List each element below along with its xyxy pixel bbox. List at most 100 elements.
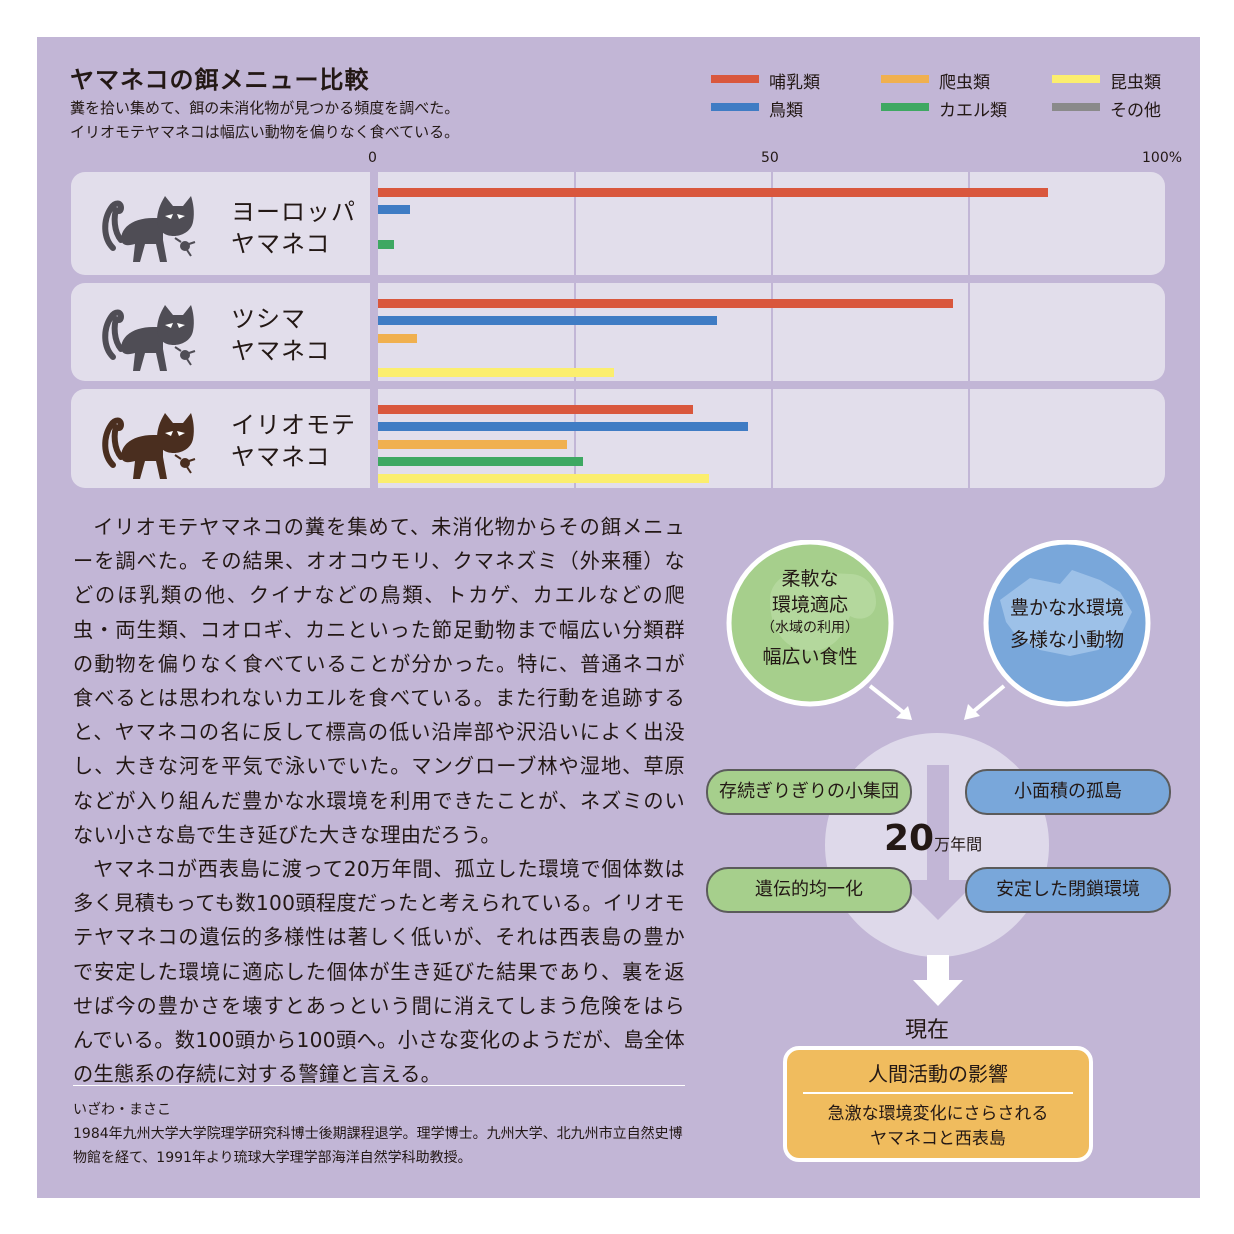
genetic-uniformity-pill: 遺伝的均一化 [706,867,912,913]
bar-哺乳類 [378,405,694,414]
chart-row-iriomote-cat: イリオモテ ヤマネコ [71,389,1165,488]
subtitle-line: イリオモテヤマネコは幅広い動物を偏りなく食べている。 [70,123,460,141]
row-separator [370,389,378,488]
legend-swatch [1052,75,1100,83]
bar-鳥類 [378,205,410,215]
gridline [968,389,970,488]
cat-watermark-icon [770,571,876,652]
present-label: 現在 [905,1018,950,1043]
row-label-line: ヤマネコ [231,230,331,258]
legend-swatch [711,103,759,111]
duration-label: 20万年間 [884,818,982,859]
x-tick-label: 0 [368,150,377,166]
legend-item: カエル類 [881,96,1021,121]
down-arrow [898,765,978,920]
row-label-line: ツシマ [231,305,306,333]
duration-unit: 万年間 [934,835,983,854]
down-arrow-white [913,955,963,1006]
gridline [574,283,576,381]
gridline [771,283,773,381]
bar-鳥類 [378,316,717,326]
bar-昆虫類 [378,368,615,378]
gridline [771,389,773,488]
small-population-pill: 存続ぎりぎりの小集団 [706,769,912,815]
row-separator [370,283,378,381]
circle-text-line: 幅広い食性 [762,646,858,668]
arrow-head [964,704,980,720]
arrow-line [868,684,910,718]
duration-number: 20 [884,818,935,859]
x-tick-label: 50 [761,150,779,166]
legend-label: 昆虫類 [1110,73,1161,93]
box-text-line: ヤマネコと西表島 [870,1129,1006,1149]
legend-item: 哺乳類 [711,68,851,93]
legend-label: 爬虫類 [939,73,990,93]
circle-text-line: 環境適応 [771,594,848,616]
chart-row-tsushima-cat: ツシマ ヤマネコ [71,283,1165,381]
article-body: イリオモテヤマネコの糞を集めて、未消化物からその餌メニューを調べた。その結果、オ… [73,510,685,1091]
bar-昆虫類 [378,474,709,484]
chart-row-european-wildcat: ヨーロッパ ヤマネコ [71,172,1165,275]
row-label: ツシマ ヤマネコ [231,303,331,367]
legend-swatch [1052,103,1100,111]
paragraph: ヤマネコが西表島に渡って20万年間、孤立した環境で個体数は多く見積もっても数10… [73,857,685,1087]
island-map-icon [1000,570,1132,656]
divider [73,1085,685,1086]
chart-title: ヤマネコの餌メニュー比較 [70,66,370,94]
x-tick-label: 100% [1142,150,1183,166]
human-impact-box: 人間活動の影響 急激な環境変化にさらされる ヤマネコと西表島 [783,1046,1093,1162]
cat-silhouette-icon [102,196,196,262]
box-text: 急激な環境変化にさらされる ヤマネコと西表島 [787,1102,1089,1152]
row-label: ヨーロッパ ヤマネコ [231,196,356,260]
legend-label: その他 [1110,101,1161,121]
box-title: 人間活動の影響 [868,1062,1008,1086]
left-circle-text: 柔軟な 環境適応 （水域の利用） 幅広い食性 [740,566,880,670]
row-label-line: ヤマネコ [231,337,331,365]
row-label-line: ヨーロッパ [231,198,356,226]
bar-哺乳類 [378,188,1048,197]
cat-silhouette-icon [102,305,196,371]
bar-爬虫類 [378,333,418,343]
legend-item: その他 [1052,96,1192,121]
gridline [771,172,773,275]
subtitle-line: 糞を拾い集めて、餌の未消化物が見つかる頻度を調べた。 [70,99,460,117]
circle-text-line: 豊かな水環境 [1009,597,1124,619]
box-divider [803,1092,1073,1094]
bar-鳥類 [378,422,749,432]
legend-item: 爬虫類 [881,68,1021,93]
row-label: イリオモテ ヤマネコ [231,409,356,473]
closed-environment-pill: 安定した閉鎖環境 [965,867,1171,913]
right-circle-text: 豊かな水環境 多様な小動物 [987,592,1147,656]
author-name: いざわ・まさこ [73,1102,171,1118]
box-text-line: 急激な環境変化にさらされる [827,1104,1049,1124]
bar-爬虫類 [378,439,568,449]
legend-swatch [711,75,759,83]
legend-item: 鳥類 [711,96,851,121]
bar-カエル類 [378,239,394,249]
cat-silhouette-icon [102,413,196,479]
bar-哺乳類 [378,299,954,308]
circle-text-line: （水域の利用） [761,620,859,636]
bar-カエル類 [378,456,583,466]
row-label-line: イリオモテ [231,411,356,439]
row-label-line: ヤマネコ [231,443,331,471]
arrow-head [896,706,912,720]
gridline [574,172,576,275]
gridline [968,172,970,275]
legend-label: カエル類 [939,101,1007,121]
author-bio: 1984年九州大学大学院理学研究科博士後期課程退学。理学博士。九州大学、北九州市… [73,1126,683,1166]
legend-label: 哺乳類 [769,73,820,93]
legend-swatch [881,103,929,111]
paragraph: イリオモテヤマネコの糞を集めて、未消化物からその餌メニューを調べた。その結果、オ… [73,515,685,847]
small-island-pill: 小面積の孤島 [965,769,1171,815]
circle-text-line: 柔軟な [781,568,839,590]
gridline [574,389,576,488]
author-info: いざわ・まさこ 1984年九州大学大学院理学研究科博士後期課程退学。理学博士。九… [73,1098,685,1170]
gridline [968,283,970,381]
legend-item: 昆虫類 [1052,68,1192,93]
row-separator [370,172,378,275]
legend-swatch [881,75,929,83]
chart-subtitle: 糞を拾い集めて、餌の未消化物が見つかる頻度を調べた。 イリオモテヤマネコは幅広い… [70,96,459,144]
legend-label: 鳥類 [769,101,803,121]
circle-text-line: 多様な小動物 [1009,629,1124,651]
